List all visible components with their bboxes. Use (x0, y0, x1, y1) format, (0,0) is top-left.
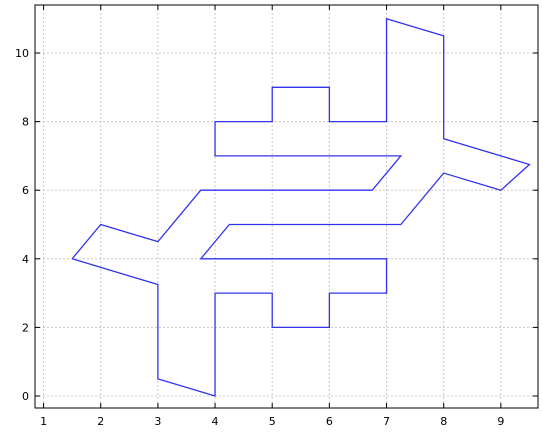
series-line (71, 17, 531, 397)
y-tick-label: 0 (22, 390, 29, 403)
x-tick-label: 9 (497, 415, 504, 428)
axes: 1 2 3 4 5 6 7 8 9 0 2 4 6 8 10 (15, 4, 539, 428)
x-tick-label: 2 (97, 415, 104, 428)
plot-frame (34, 4, 539, 409)
x-tick-label: 1 (40, 415, 47, 428)
grid-lines (35, 5, 538, 408)
x-tick-label: 4 (212, 415, 219, 428)
plot-area (35, 5, 538, 408)
y-tick-label: 4 (22, 253, 29, 266)
y-tick-label: 10 (15, 47, 29, 60)
y-tick-label: 2 (22, 321, 29, 334)
series-layer (71, 17, 531, 397)
y-tick-label: 8 (22, 116, 29, 129)
x-tick-label: 7 (383, 415, 390, 428)
x-tick-label: 3 (154, 415, 161, 428)
x-tick-label: 5 (269, 415, 276, 428)
x-tick-label: 6 (326, 415, 333, 428)
y-tick-label: 6 (22, 184, 29, 197)
x-tick-label: 8 (440, 415, 447, 428)
